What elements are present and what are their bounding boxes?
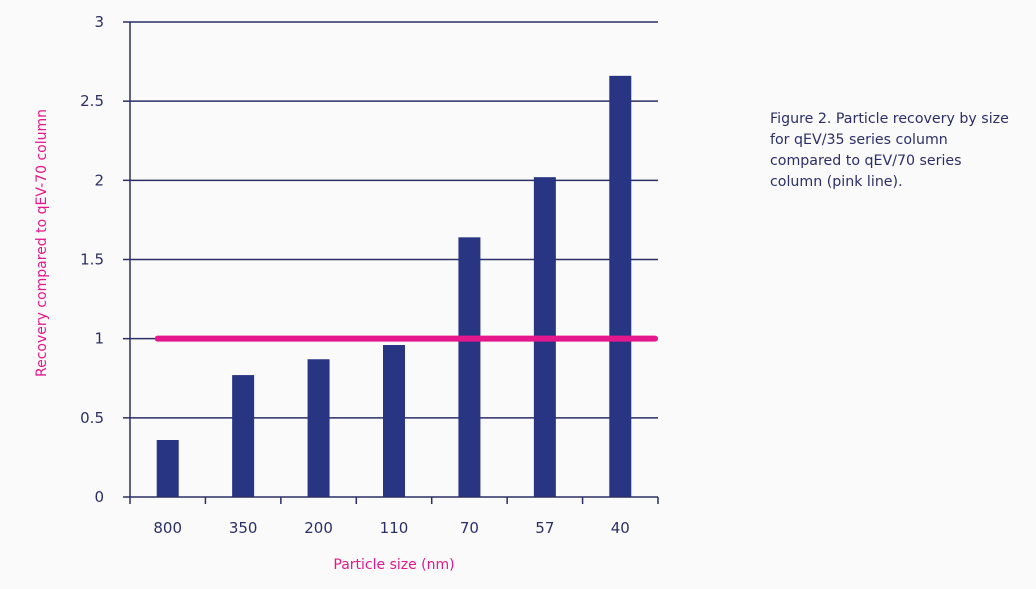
- y-tick-label: 2: [94, 171, 104, 189]
- bar-110: [383, 345, 405, 497]
- x-tick-label: 110: [380, 519, 409, 537]
- x-tick-label: 350: [229, 519, 258, 537]
- y-tick-label: 1.5: [80, 251, 104, 269]
- figure-caption: Figure 2. Particle recovery by size for …: [770, 111, 1009, 190]
- y-tick-label: 3: [94, 13, 104, 31]
- x-tick-label: 57: [535, 519, 554, 537]
- x-tick-label: 200: [304, 519, 333, 537]
- x-axis-label: Particle size (nm): [333, 557, 454, 573]
- y-tick-label: 0: [94, 488, 104, 506]
- y-tick-label: 2.5: [80, 92, 104, 110]
- x-tick-label: 40: [611, 519, 630, 537]
- x-tick-label: 70: [460, 519, 479, 537]
- bar-40: [609, 75, 632, 497]
- bar-70: [458, 237, 481, 498]
- x-tick-label: 800: [153, 519, 182, 537]
- y-tick-label: 0.5: [80, 409, 104, 427]
- bar-800: [156, 440, 179, 497]
- bar-350: [232, 375, 255, 497]
- bar-200: [307, 359, 330, 497]
- y-axis-label: Recovery compared to qEV-70 column: [34, 109, 50, 377]
- y-tick-label: 1: [94, 330, 104, 348]
